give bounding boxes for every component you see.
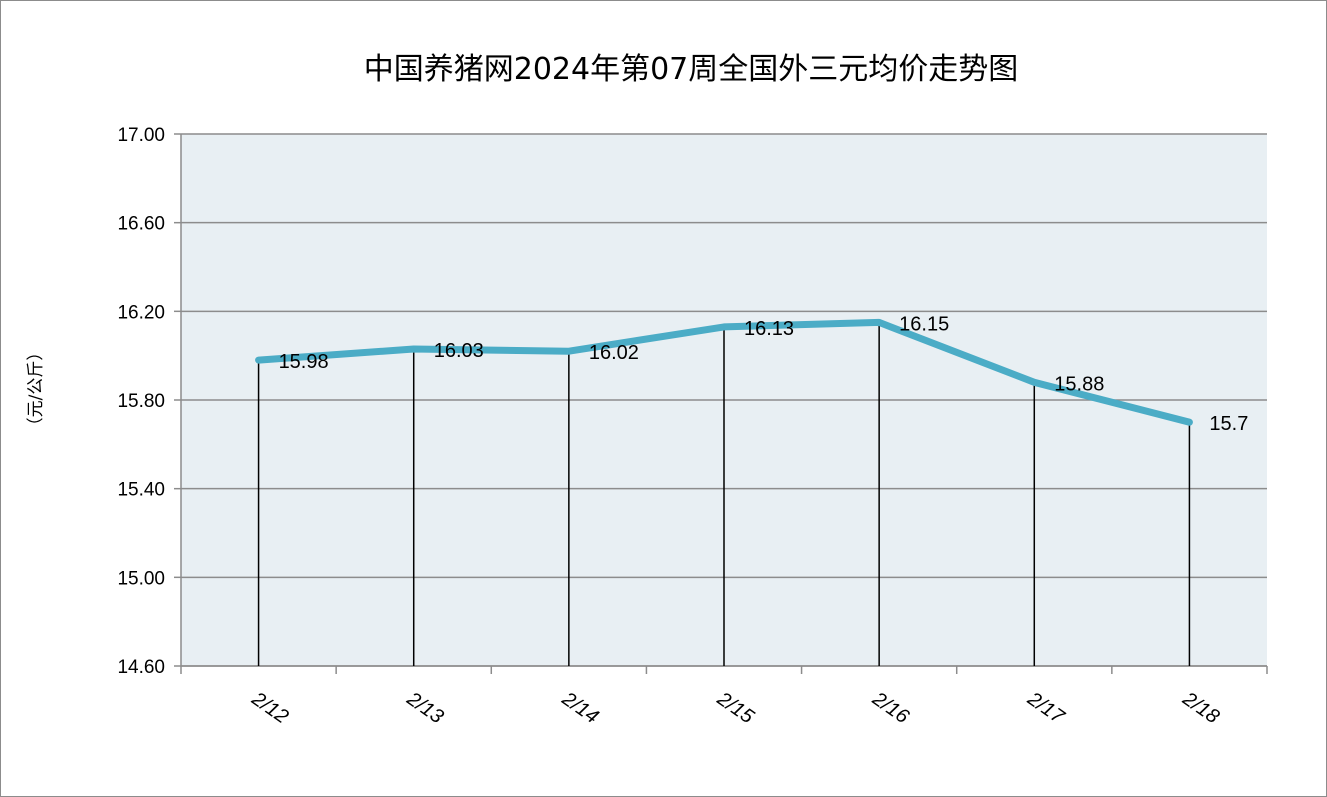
series-line — [255, 318, 1193, 426]
chart-title: 中国养猪网2024年第07周全国外三元均价走势图 — [364, 52, 1019, 87]
y-tick-label: 17.00 — [117, 125, 165, 146]
y-tick-label: 16.20 — [117, 302, 165, 323]
x-tick-label: 2/16 — [868, 687, 914, 728]
x-tick-label: 2/12 — [247, 687, 292, 728]
data-label: 15.88 — [1054, 373, 1104, 395]
x-tick-label: 2/17 — [1023, 687, 1069, 728]
y-tick-label: 15.00 — [117, 568, 165, 589]
y-tick-label: 14.60 — [117, 657, 165, 678]
drop-lines — [257, 322, 1191, 666]
data-label: 16.13 — [744, 318, 794, 340]
y-tick-label: 16.60 — [117, 214, 165, 235]
y-axis-label: （元/公斤） — [26, 344, 46, 435]
x-tick-label: 2/18 — [1178, 687, 1223, 728]
data-label: 16.03 — [434, 340, 484, 362]
data-label: 15.7 — [1209, 413, 1248, 435]
data-label: 16.15 — [899, 313, 949, 335]
x-tick-labels: 2/12 2/13 2/14 2/15 2/16 2/17 2/18 — [247, 687, 1223, 728]
data-labels: 15.98 16.03 16.02 16.13 16.15 15.88 15.7 — [279, 313, 1249, 435]
data-label: 16.02 — [589, 342, 639, 364]
x-tick-label: 2/14 — [557, 687, 602, 728]
series-layer — [255, 318, 1193, 426]
data-label: 15.98 — [279, 351, 329, 373]
x-tick-label: 2/13 — [402, 687, 447, 728]
x-tick-label: 2/15 — [712, 687, 758, 728]
y-tick-label: 15.40 — [117, 480, 165, 501]
y-tick-label: 15.80 — [117, 391, 165, 412]
y-tick-labels: 14.60 15.00 15.40 15.80 16.20 16.60 17.00 — [117, 125, 165, 678]
